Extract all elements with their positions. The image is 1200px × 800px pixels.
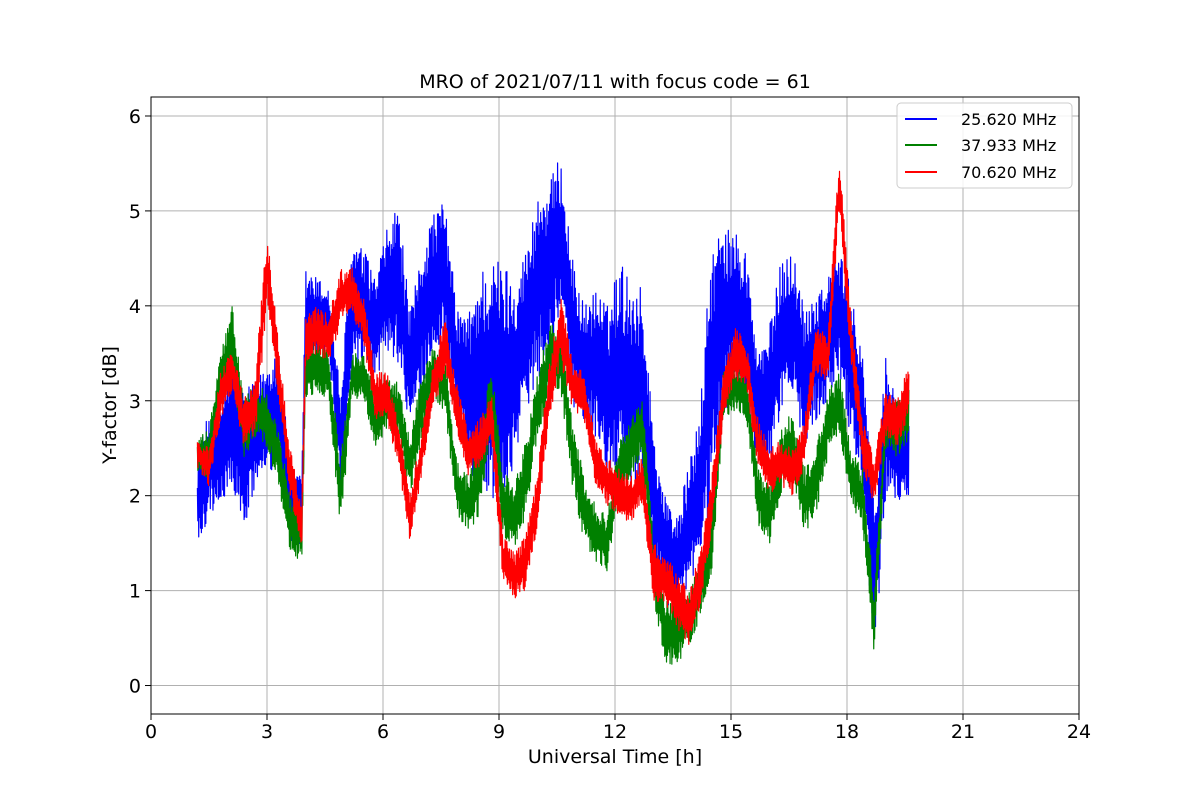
legend: 25.620 MHz 37.933 MHz 70.620 MHz [896, 102, 1073, 189]
y-tick-label: 6 [129, 106, 141, 128]
x-tick-label: 21 [951, 721, 975, 743]
x-tick-label: 12 [603, 721, 627, 743]
chart-title: MRO of 2021/07/11 with focus code = 61 [419, 71, 811, 93]
x-tick-label: 15 [719, 721, 743, 743]
y-tick-label: 2 [129, 486, 141, 508]
x-tick-label: 18 [835, 721, 859, 743]
legend-label-25620: 25.620 MHz [961, 110, 1056, 129]
legend-label-70620: 70.620 MHz [961, 163, 1056, 182]
legend-box [896, 102, 1073, 189]
y-tick-label: 4 [129, 296, 141, 318]
y-axis-label: Y-factor [dB] [99, 346, 121, 465]
x-tick-label: 0 [145, 721, 157, 743]
series-line-70620 [196, 170, 910, 645]
x-tick-label: 3 [261, 721, 273, 743]
x-tick-label: 6 [377, 721, 389, 743]
y-tick-label: 1 [129, 581, 141, 603]
series-layer [196, 162, 910, 665]
y-tick-label: 5 [129, 201, 141, 223]
x-axis-label: Universal Time [h] [528, 746, 702, 768]
y-tick-label: 0 [129, 676, 141, 698]
x-tick-label: 9 [493, 721, 505, 743]
legend-label-37933: 37.933 MHz [961, 136, 1056, 155]
y-tick-label: 3 [129, 391, 141, 413]
x-tick-label: 24 [1067, 721, 1091, 743]
